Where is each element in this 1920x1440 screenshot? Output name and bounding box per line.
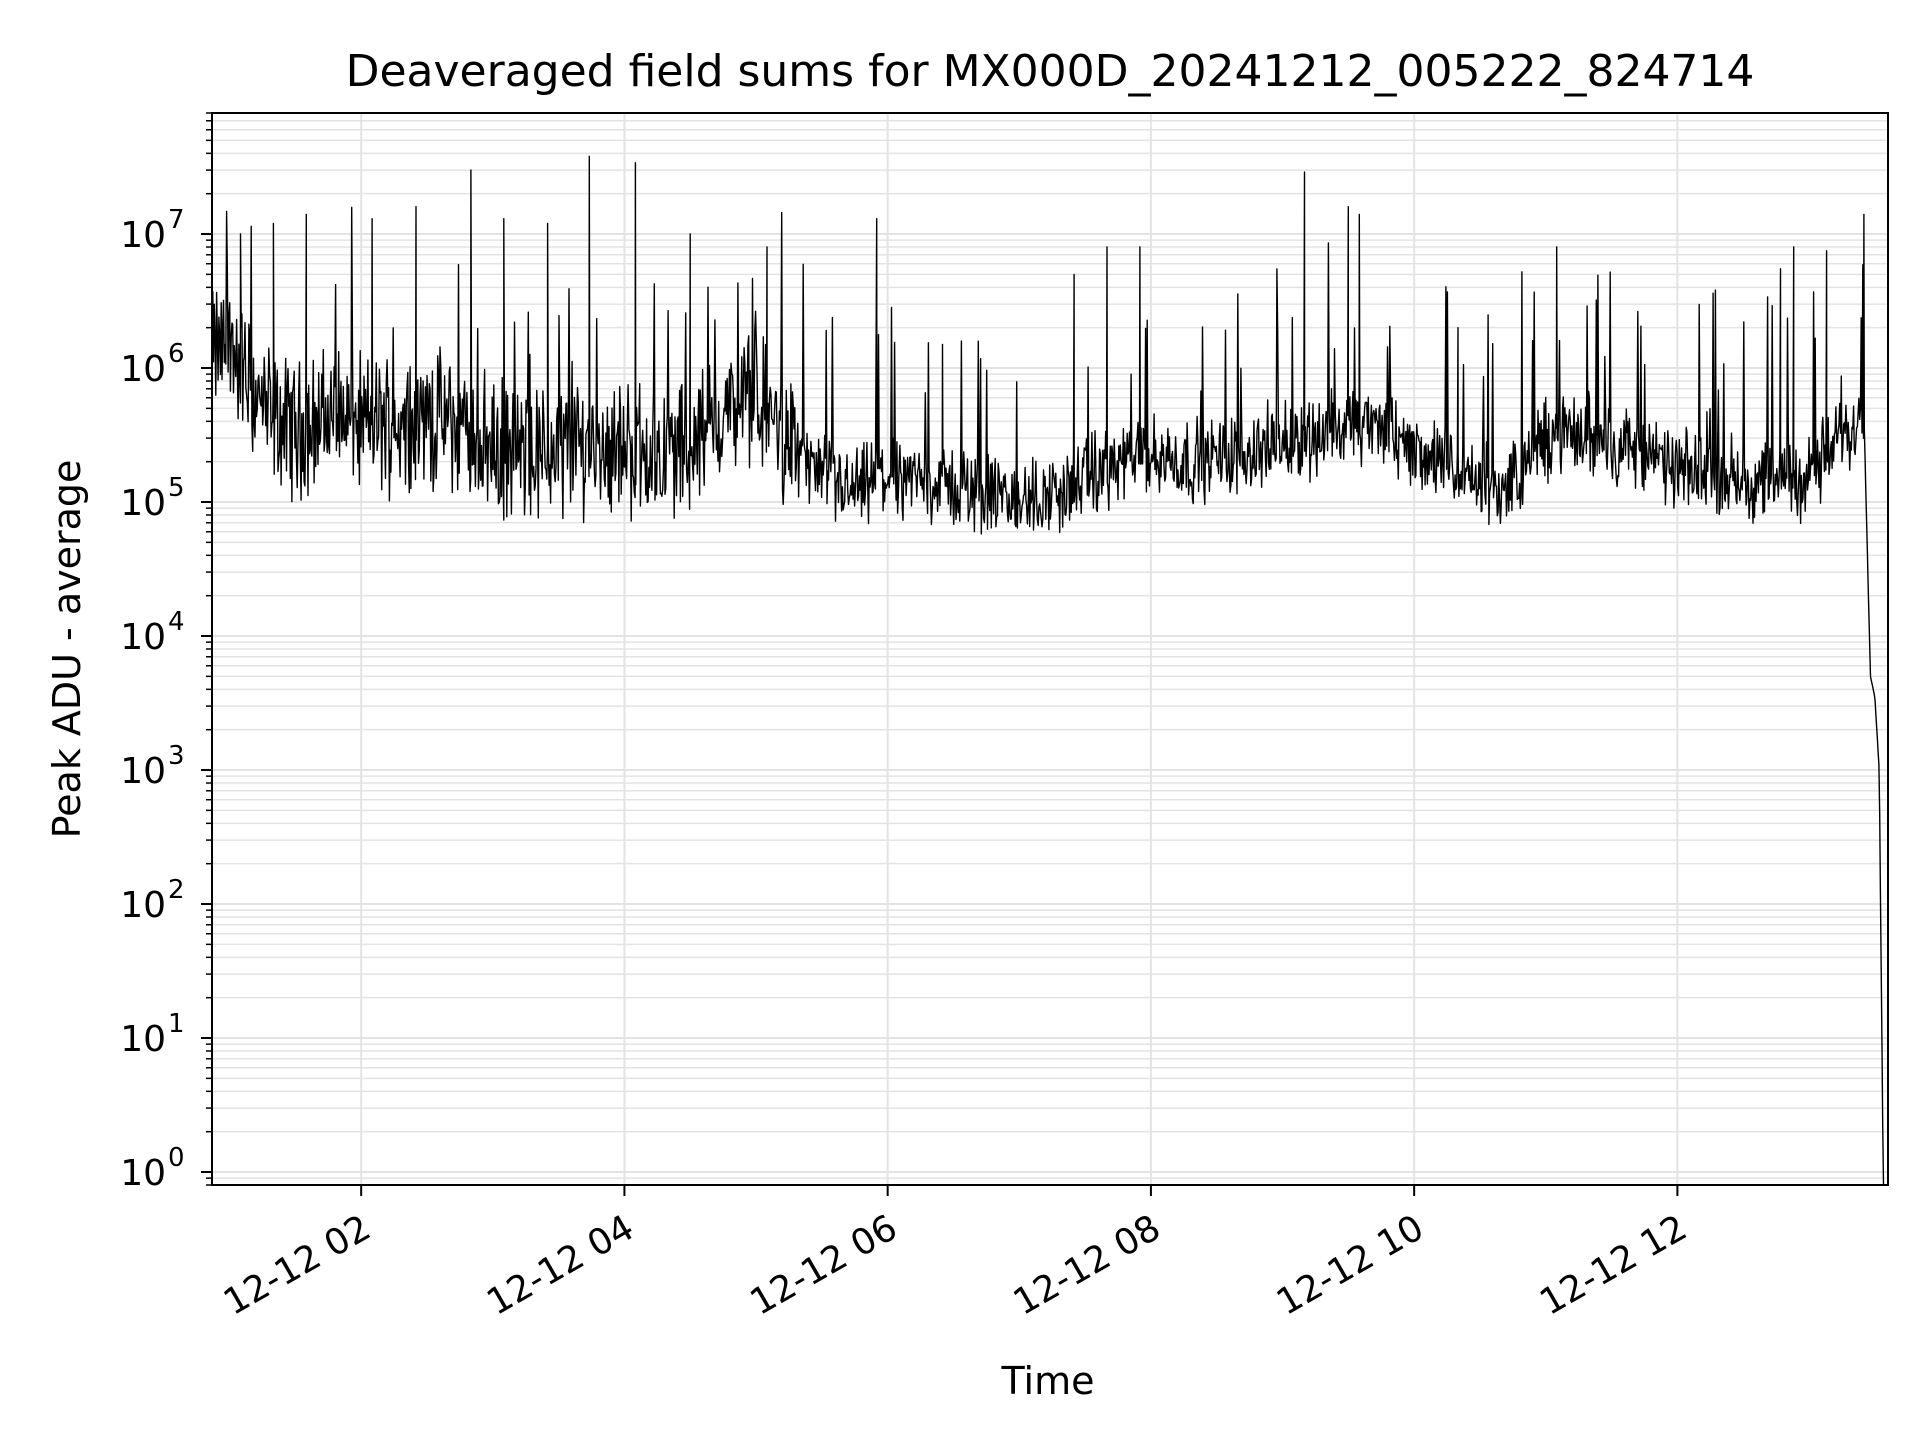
y-tick-exponent: 3: [168, 741, 185, 771]
y-tick-exponent: 6: [168, 339, 185, 369]
y-tick-exponent: 5: [168, 473, 185, 503]
plot-area: [211, 155, 1888, 1186]
y-axis-label: Peak ADU - average: [45, 460, 89, 839]
y-tick-label: 10: [120, 483, 166, 524]
y-tick-exponent: 4: [168, 607, 185, 637]
y-tick-label: 10: [120, 1153, 166, 1194]
y-tick-label: 10: [120, 885, 166, 926]
y-tick-label: 10: [120, 751, 166, 792]
y-tick-label: 10: [120, 349, 166, 390]
y-tick-exponent: 0: [168, 1143, 185, 1173]
y-tick-exponent: 7: [168, 205, 185, 235]
y-tick-label: 10: [120, 215, 166, 256]
chart-title: Deaveraged field sums for MX000D_2024121…: [346, 46, 1755, 97]
y-tick-exponent: 2: [168, 875, 185, 905]
series-line: [211, 155, 1888, 1186]
x-axis-label: Time: [1001, 1359, 1095, 1403]
y-tick-label: 10: [120, 617, 166, 658]
grid: [212, 112, 1888, 1186]
y-tick-label: 10: [120, 1019, 166, 1060]
y-tick-exponent: 1: [168, 1009, 185, 1039]
